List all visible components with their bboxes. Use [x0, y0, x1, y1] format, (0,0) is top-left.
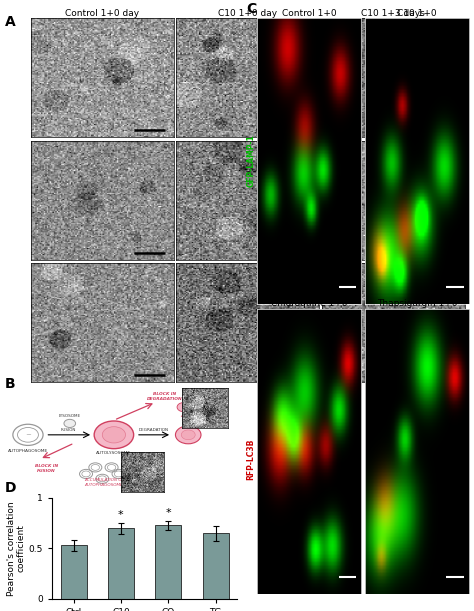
Y-axis label: Pearson's correlation
coefficient: Pearson's correlation coefficient	[7, 501, 26, 596]
Circle shape	[177, 403, 190, 412]
Text: LYSOSOME: LYSOSOME	[59, 414, 81, 418]
Title: Thapsigargin 1+0: Thapsigargin 1+0	[377, 299, 457, 308]
Circle shape	[94, 421, 134, 448]
Circle shape	[175, 426, 201, 444]
Text: BLOCK IN
DEGRADATION: BLOCK IN DEGRADATION	[147, 392, 183, 401]
Circle shape	[64, 419, 75, 428]
Circle shape	[205, 396, 218, 405]
Text: B: B	[5, 377, 15, 391]
Text: FUSION: FUSION	[61, 428, 76, 431]
Text: AUTOLYSOSOME: AUTOLYSOSOME	[96, 451, 131, 455]
Text: GFP-LAMP-1: GFP-LAMP-1	[247, 134, 255, 187]
Text: BLOCK IN
FUSION: BLOCK IN FUSION	[35, 464, 58, 473]
Title: Control 1+0: Control 1+0	[282, 9, 337, 18]
Circle shape	[184, 398, 197, 407]
Text: A: A	[5, 15, 16, 29]
Bar	[155, 525, 181, 599]
Circle shape	[181, 430, 195, 440]
Text: ACCUMULATION OF
AUTOPHAGOSOMES: ACCUMULATION OF AUTOPHAGOSOMES	[84, 478, 125, 487]
Circle shape	[191, 393, 204, 402]
Title: Chloroquine 1+0: Chloroquine 1+0	[271, 299, 347, 308]
Text: *: *	[118, 510, 124, 520]
Text: AUTOPHAGOSOME: AUTOPHAGOSOME	[8, 448, 48, 453]
Title: C10 1+0: C10 1+0	[397, 9, 437, 18]
Text: C: C	[246, 2, 257, 16]
Text: RFP-LC3B: RFP-LC3B	[247, 439, 255, 480]
Bar	[108, 528, 134, 599]
Circle shape	[198, 403, 211, 412]
Text: ACCUMULATION OF
AUTOLYSOSOMES: ACCUMULATION OF AUTOLYSOSOMES	[180, 414, 220, 422]
Title: C10 1+0 day: C10 1+0 day	[218, 9, 277, 18]
Title: Control 1+0 day: Control 1+0 day	[65, 9, 139, 18]
Text: *: *	[165, 508, 171, 518]
Text: ~: ~	[25, 432, 31, 438]
Text: DEGRADATION: DEGRADATION	[138, 428, 168, 431]
Circle shape	[102, 426, 126, 443]
Bar	[61, 546, 87, 599]
Title: C10 1+3 days: C10 1+3 days	[361, 9, 425, 18]
Bar	[202, 533, 228, 599]
Text: D: D	[5, 481, 16, 495]
